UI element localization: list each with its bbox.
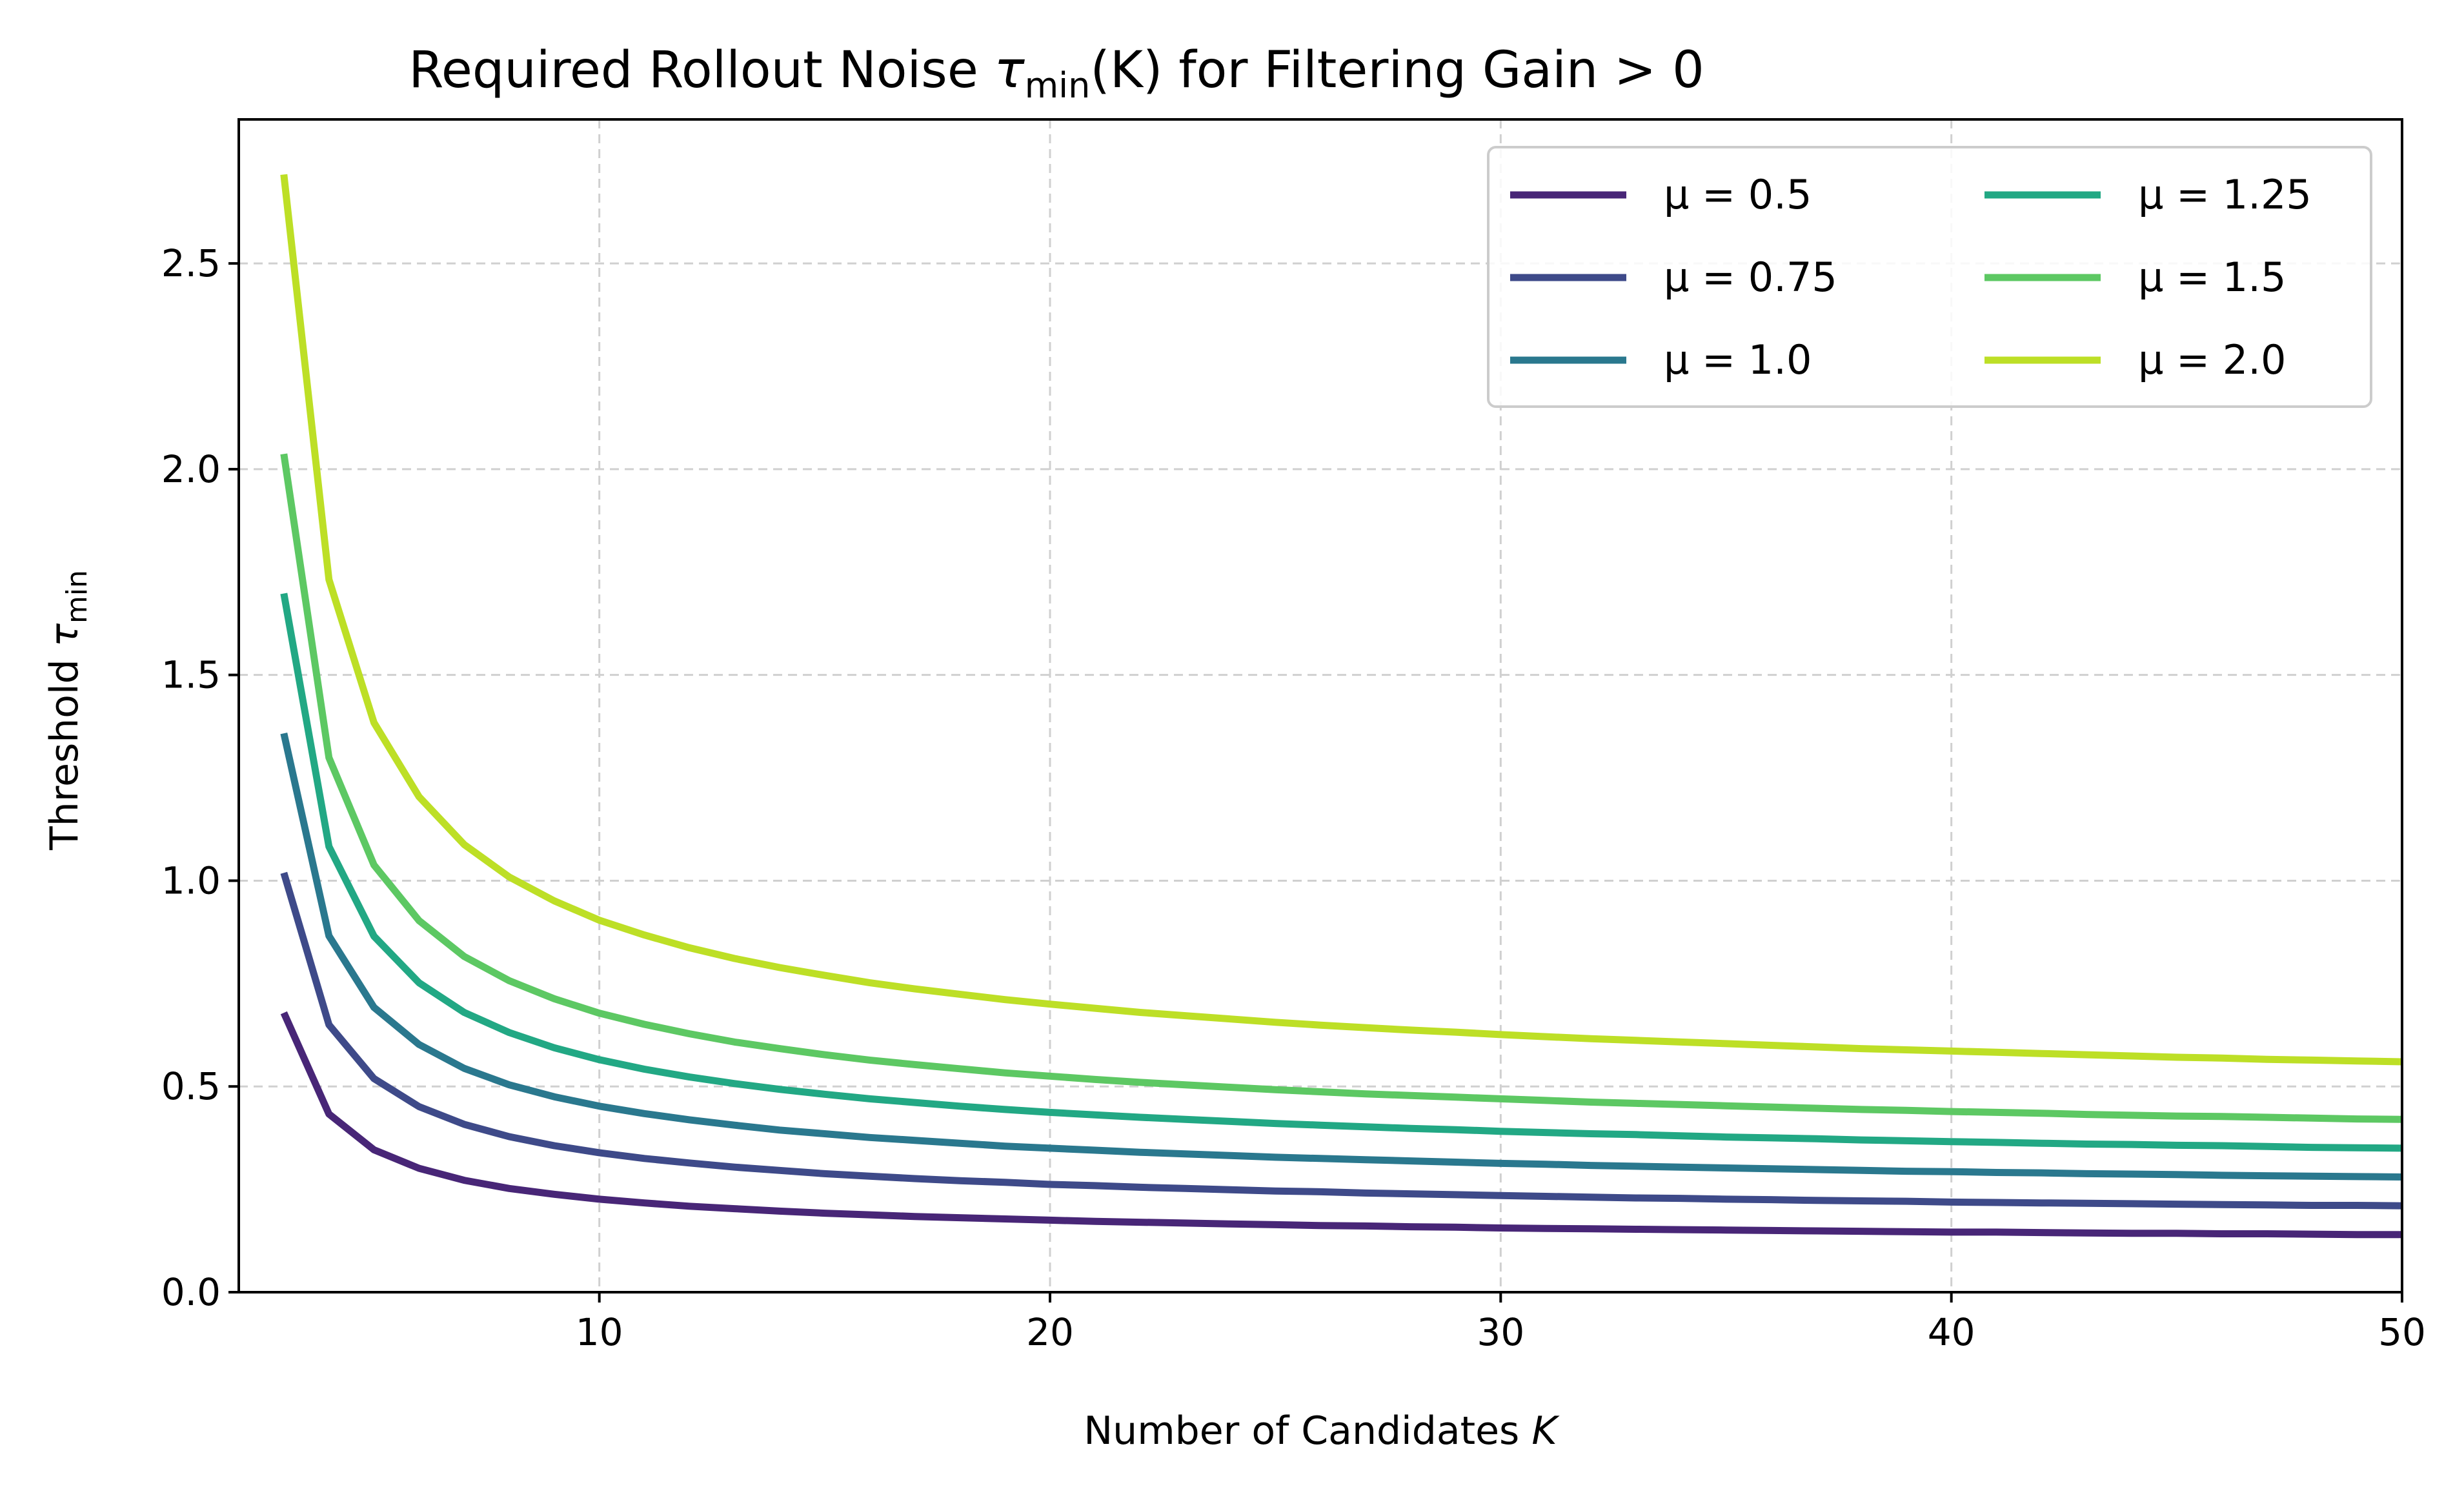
x-axis-label-prefix: Number of Candidates — [1084, 1408, 1531, 1454]
y-tick-label: 2.0 — [161, 447, 221, 491]
series-lines — [280, 174, 2403, 1239]
chart-title: Required Rollout Noise τmin(K) for Filte… — [409, 41, 1704, 106]
chart-title-prefix: Required Rollout Noise — [409, 41, 994, 99]
legend-label: μ = 1.5 — [2138, 254, 2286, 301]
y-axis-label-subscript: min — [61, 570, 94, 624]
series-line — [280, 733, 2403, 1181]
y-tick-label: 0.0 — [161, 1270, 221, 1314]
x-axis-label-variable: K — [1531, 1408, 1560, 1454]
legend-label: μ = 0.5 — [1664, 171, 1812, 218]
series-line — [280, 593, 2403, 1152]
y-axis-label: Threshold τmin — [42, 570, 94, 851]
legend-label: μ = 2.0 — [2138, 336, 2286, 383]
y-axis-label-prefix: Threshold — [42, 647, 87, 851]
y-tick-label: 2.5 — [161, 241, 221, 285]
legend-box — [1487, 146, 2372, 408]
x-tick-label: 10 — [576, 1310, 623, 1354]
plot-area-frame — [237, 118, 2403, 1293]
x-tick-label: 20 — [1026, 1310, 1074, 1354]
legend-label: μ = 0.75 — [1664, 254, 1837, 301]
y-tick-label: 1.0 — [161, 858, 221, 902]
y-tick-label: 1.5 — [161, 653, 221, 697]
series-line — [280, 871, 2403, 1210]
y-axis-label-symbol: τ — [42, 623, 87, 647]
chart-title-symbol: τ — [995, 41, 1025, 99]
chart-title-suffix: (K) for Filtering Gain > 0 — [1090, 41, 1704, 99]
x-tick-label: 50 — [2378, 1310, 2426, 1354]
y-tick-label: 0.5 — [161, 1064, 221, 1108]
x-axis-label: Number of Candidates K — [1084, 1408, 1560, 1454]
series-line — [280, 1011, 2402, 1239]
chart-title-subscript: min — [1025, 65, 1091, 106]
legend-label: μ = 1.0 — [1664, 336, 1812, 383]
legend-label: μ = 1.25 — [2138, 171, 2312, 218]
x-tick-label: 40 — [1928, 1310, 1975, 1354]
x-tick-label: 30 — [1477, 1310, 1524, 1354]
axis-ticks: 10 20 30 40 50 0.0 0.5 1.0 1.5 2.0 2.5 — [161, 241, 2426, 1354]
series-line — [280, 174, 2403, 1066]
series-line — [280, 453, 2403, 1123]
legend: μ = 0.5 μ = 0.75 μ = 1.0 μ = 1.25 μ = 1.5 μ =… — [1487, 146, 2372, 408]
